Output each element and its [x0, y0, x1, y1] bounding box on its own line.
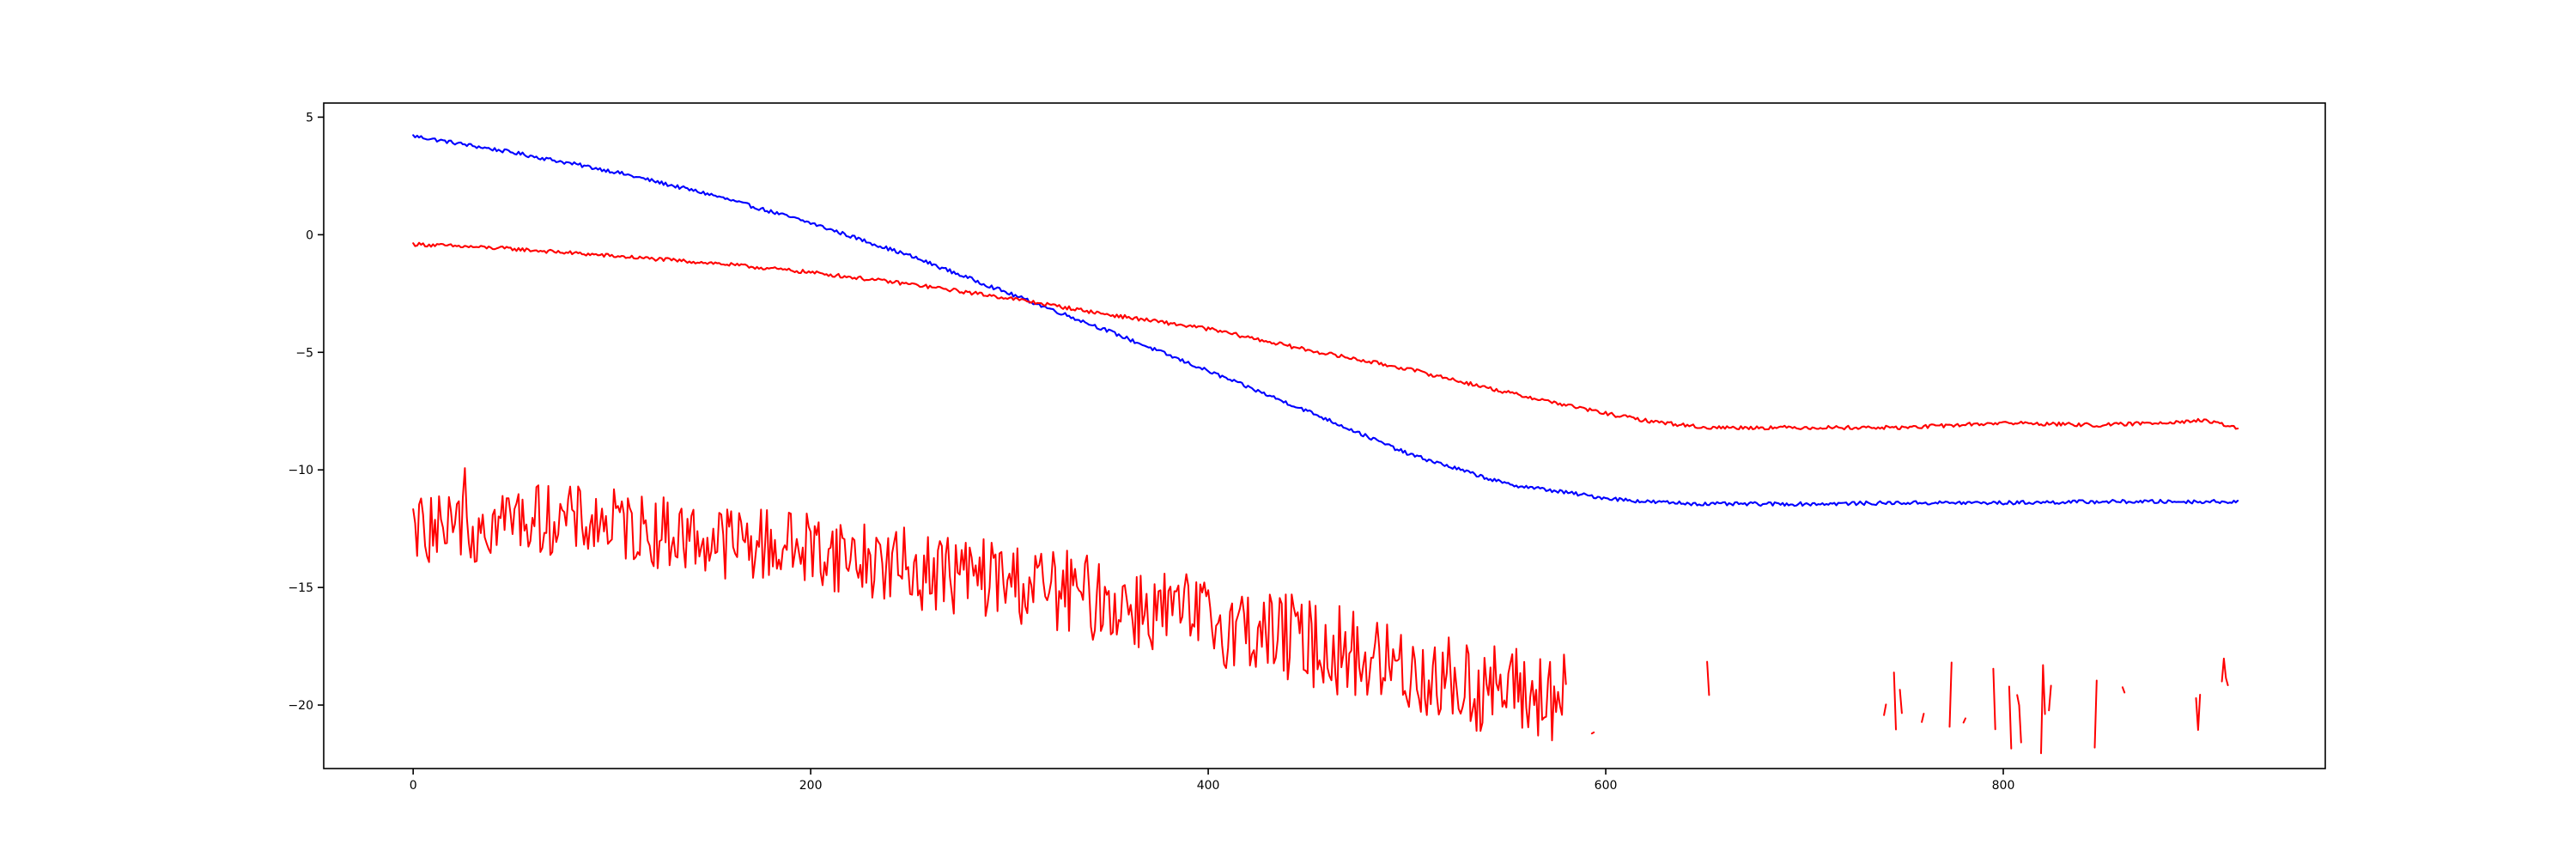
series-2-segment-1: [1590, 731, 1595, 735]
series-2-segment-14: [2093, 679, 2098, 749]
series-2-segment-11: [2016, 694, 2022, 744]
y-tick-label: −20: [288, 699, 313, 713]
y-tick-label: −10: [288, 464, 313, 477]
y-tick-label: 0: [306, 228, 313, 242]
series-2-segment-6: [1921, 713, 1925, 723]
series-2-segment-9: [1992, 667, 1996, 731]
series-2-segment-7: [1948, 661, 1953, 728]
series-2-segment-5: [1899, 689, 1903, 714]
series-2-segment-16: [2195, 694, 2202, 732]
series-2-segment-0: [412, 467, 1567, 742]
series-layer: [412, 134, 2239, 755]
x-tick-label: 400: [1197, 779, 1220, 793]
series-1-segment-0: [412, 241, 2239, 431]
series-2-segment-8: [1962, 717, 1966, 724]
series-2-segment-15: [2121, 686, 2126, 694]
series-2-segment-17: [2221, 657, 2229, 686]
x-axis: 0 200 400 600 800: [410, 769, 2015, 793]
plot-frame: [323, 102, 2326, 769]
y-axis: 5 0 −5 −10 −15 −20: [288, 111, 324, 713]
series-2-segment-12: [2040, 664, 2046, 755]
series-2-segment-4: [1893, 672, 1897, 731]
series-2-segment-10: [2008, 685, 2013, 750]
x-tick-label: 200: [799, 779, 823, 793]
series-2-segment-3: [1883, 703, 1887, 716]
x-tick-label: 800: [1992, 779, 2015, 793]
y-tick-label: 5: [306, 111, 313, 125]
series-2-segment-2: [1706, 660, 1710, 696]
series-0-segment-0: [412, 134, 2239, 507]
y-tick-label: −15: [288, 581, 313, 595]
x-tick-label: 0: [410, 779, 417, 793]
series-2-segment-13: [2048, 684, 2052, 712]
x-tick-label: 600: [1595, 779, 1618, 793]
y-tick-label: −5: [295, 346, 313, 360]
